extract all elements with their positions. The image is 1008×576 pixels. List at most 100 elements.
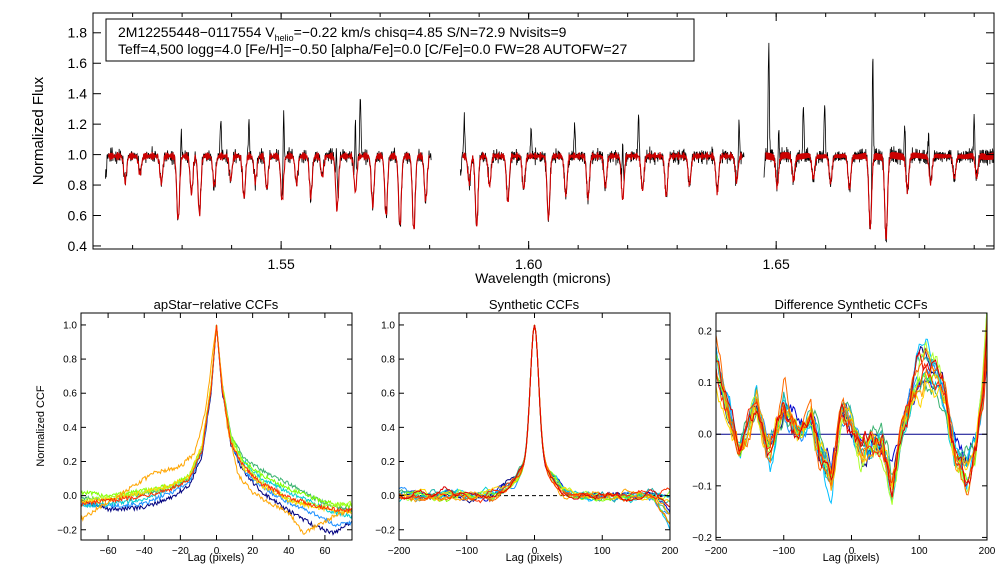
apstar-ccf-visit-5 [81,324,352,509]
difference-ccf-title: Difference Synthetic CCFs [775,297,928,312]
y-tick-label: 0.6 [63,389,77,400]
apstar-ccf-series-group [81,324,352,536]
model-spectrum-chip-3 [765,151,994,240]
apstar-ccf-visit-6 [81,324,352,510]
model-spectrum-chip-1 [107,152,430,230]
y-tick-label: 1.2 [68,116,88,132]
synthetic-ccf-line-7 [399,324,670,515]
difference-ccf-line-12 [716,316,987,498]
y-tick-label: 0.6 [68,207,88,223]
synthetic-ccf-line-5 [399,324,670,504]
synthetic-ccf-line-3 [399,324,670,515]
vhelio-subscript: helio [275,33,294,43]
y-tick-label: 0.4 [63,423,77,434]
y-tick-label: 0.8 [68,177,88,193]
y-tick-label: 0.4 [381,423,395,434]
x-tick-label: −20 [172,546,189,557]
x-tick-label: 1.65 [763,256,790,272]
synthetic-ccf-line-10 [399,324,670,503]
synthetic-ccf-line-6 [399,324,670,504]
x-tick-label: 100 [911,546,928,557]
synthetic-ccf-ticks: −200 −100 0 100 200 −0.2 0.0 0.2 0.4 0.6 0.8 1.0 [375,313,679,557]
spectrum-ticks: 1.55 1.60 1.65 0.4 0.6 0.8 1.0 1.2 1.4 1.6 1.8 [68,13,994,272]
y-tick-label: 1.6 [68,55,88,71]
synthetic-ccf-line-13 [399,324,670,504]
x-tick-label: 20 [247,546,259,557]
synthetic-ccf-title: Synthetic CCFs [489,297,580,312]
x-tick-label: 0 [214,546,220,557]
apstar-ccf-xlabel: Lag (pixels) [188,552,245,564]
apstar-ccf-visit-9 [81,324,352,513]
x-tick-label: 60 [319,546,331,557]
apstar-ccf-ticks: −60 −40 −20 0 20 40 60 −0.2 0.0 0.2 0.4 0.6 0.8 1.0 [57,313,352,557]
y-tick-label: 0.0 [63,491,77,502]
y-tick-label: 1.4 [68,86,88,102]
model-spectrum-chip-2 [462,152,743,227]
apstar-ccf-visit-4 [81,324,352,514]
spectrum-xlabel: Wavelength (microns) [475,270,611,286]
spectrum-panel: 1.55 1.60 1.65 0.4 0.6 0.8 1.0 1.2 1.4 1.6 1.8 2M1… [30,12,995,286]
difference-ccf-line-11 [716,340,987,491]
y-tick-label: 0.2 [63,457,77,468]
synthetic-ccf-panel: −200 −100 0 100 200 −0.2 0.0 0.2 0.4 0.6 0.8 1.0 Sy… [375,297,679,564]
difference-ccf-series-group [716,313,987,505]
y-tick-label: 0.2 [381,457,395,468]
apstar-ccf-ylabel: Normalized CCF [35,385,47,467]
observed-spectrum-chip-2 [459,112,745,226]
y-tick-label: 0.8 [63,355,77,366]
y-tick-label: 0.8 [381,355,395,366]
difference-ccf-panel: −200 −100 0 100 200 −0.2 −0.1 0.0 0.1 0.2 Differe… [692,297,996,564]
synthetic-ccf-line-14 [399,324,670,508]
info-line-2: Teff=4,500 logg=4.0 [Fe/H]=−0.50 [alpha/… [118,41,627,57]
y-tick-label: 1.0 [63,320,77,331]
x-tick-label: 1.60 [515,256,542,272]
spectrum-ylabel: Normalized Flux [30,76,47,185]
synthetic-ccf-series-group [399,324,670,531]
y-tick-label: −0.2 [375,525,395,536]
apstar-ccf-title: apStar−relative CCFs [154,297,279,312]
vhelio-symbol: V [265,24,275,40]
y-tick-label: 0.6 [381,389,395,400]
difference-ccf-xlabel: Lag (pixels) [823,552,880,564]
synthetic-ccf-line-11 [399,324,670,515]
x-tick-label: 200 [662,546,679,557]
x-tick-label: 100 [594,546,611,557]
y-tick-label: 0.4 [68,238,88,254]
synthetic-ccf-line-2 [399,324,670,514]
info-line-1: 2M12255448−0117554 Vhelio=−0.22 km/s chi… [118,24,567,43]
x-tick-label: −200 [388,546,411,557]
y-tick-label: 1.0 [381,320,395,331]
x-tick-label: 200 [979,546,996,557]
y-tick-label: 0.0 [381,491,395,502]
apstar-ccf-panel: −60 −40 −20 0 20 40 60 −0.2 0.0 0.2 0.4 0.6 0.8 1.0 a… [35,297,353,564]
x-tick-label: 1.55 [267,256,294,272]
x-tick-label: −100 [455,546,478,557]
x-tick-label: 40 [283,546,295,557]
info-box [105,18,695,62]
synthetic-ccf-line-9 [399,324,670,503]
synthetic-ccf-plot-frame [398,312,671,541]
spectrum-series-group [104,42,994,243]
x-tick-label: −100 [772,546,795,557]
synthetic-ccf-line-1 [399,324,670,504]
y-tick-label: −0.1 [692,481,712,492]
apstar-ccf-visit-3 [81,324,352,519]
x-tick-label: −40 [136,546,153,557]
y-tick-label: 0.1 [698,378,712,389]
difference-ccf-line-14 [716,330,987,498]
y-tick-label: 1.8 [68,25,88,41]
x-tick-label: −60 [100,546,117,557]
y-tick-label: −0.2 [692,533,712,544]
difference-ccf-ticks: −200 −100 0 100 200 −0.2 −0.1 0.0 0.1 0.2 [692,313,996,557]
y-tick-label: 1.0 [68,147,88,163]
spectrum-plot-frame [92,12,995,250]
apstar-ccf-visit-7 [81,324,352,516]
observed-spectrum-chip-1 [104,98,432,230]
synthetic-ccf-xlabel: Lag (pixels) [506,552,563,564]
y-tick-label: 0.0 [698,430,712,441]
x-tick-label: −200 [705,546,728,557]
x-tick-label: 0 [849,546,855,557]
x-tick-label: 0 [532,546,538,557]
star-id: 2M12255448−0117554 [118,24,262,40]
